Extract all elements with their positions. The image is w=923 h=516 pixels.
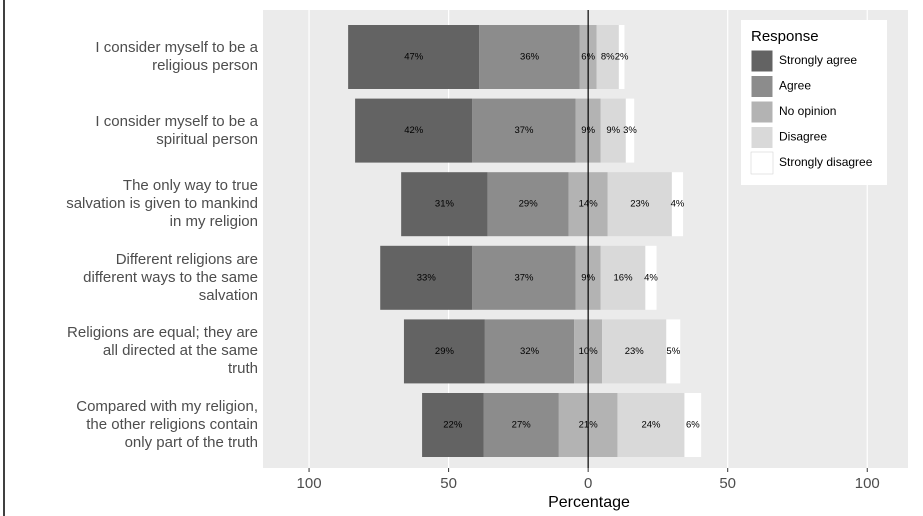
value-label: 37%: [514, 125, 534, 136]
bar-segment: [401, 172, 488, 237]
legend-label: Disagree: [779, 130, 827, 144]
value-label: 16%: [614, 272, 634, 283]
legend-swatch: [750, 151, 774, 175]
bar-segment: [484, 319, 575, 384]
legend-label: No opinion: [779, 104, 836, 118]
bar-segment: [403, 319, 485, 384]
y-tick-label: I consider myself to be a religious pers…: [95, 39, 258, 74]
legend-swatch-outline: [750, 151, 774, 175]
bar-segment: [617, 393, 685, 457]
legend-swatch: [750, 126, 774, 149]
bar-segment: [600, 98, 626, 163]
bar-segment: [618, 25, 625, 89]
legend-label: Strongly disagree: [779, 155, 873, 169]
x-tick-label: 50: [440, 475, 457, 492]
bar-segment: [487, 172, 569, 237]
x-axis-title: Percentage: [548, 494, 630, 511]
value-label: 23%: [625, 346, 645, 357]
x-tick-label: 0: [584, 475, 592, 492]
value-label: 8%: [601, 52, 615, 63]
bar-segment: [666, 319, 681, 384]
y-tick-label: The only way to true salvation is given …: [66, 177, 258, 231]
bar-segment: [607, 172, 672, 237]
value-label: 33%: [417, 272, 437, 283]
bar-segment: [600, 245, 646, 310]
value-label: 5%: [666, 346, 680, 357]
bar-segment: [472, 245, 576, 310]
value-label: 27%: [512, 420, 532, 431]
value-label: 42%: [404, 125, 424, 136]
value-label: 23%: [630, 199, 650, 210]
legend-swatch: [750, 49, 774, 73]
bar-segment: [472, 98, 576, 163]
bar-segment: [422, 393, 484, 457]
value-label: 6%: [686, 420, 700, 431]
value-label: 9%: [606, 125, 620, 136]
x-tick-label: 50: [719, 475, 736, 492]
legend-label: Agree: [779, 79, 811, 93]
y-tick-label: Compared with my religion, the other rel…: [76, 398, 258, 451]
value-label: 4%: [644, 272, 658, 283]
bar-segment: [602, 319, 667, 384]
bar-segment: [671, 172, 684, 237]
value-label: 36%: [520, 52, 540, 63]
legend-title: Response: [751, 28, 819, 45]
value-label: 31%: [435, 199, 455, 210]
value-label: 4%: [671, 199, 685, 210]
bar-segment: [596, 25, 619, 89]
bar-segment: [355, 98, 473, 163]
bar-segment: [380, 245, 473, 310]
y-tick-label: Religions are equal; they are all direct…: [67, 324, 258, 378]
value-label: 37%: [514, 272, 534, 283]
legend-swatch: [750, 100, 774, 124]
value-label: 32%: [520, 346, 540, 357]
bar-segment: [348, 25, 480, 89]
value-label: 22%: [443, 420, 463, 431]
value-label: 3%: [623, 125, 637, 136]
bar-segment: [625, 98, 635, 163]
x-tick-label: 100: [297, 475, 322, 492]
bar-segment: [684, 393, 702, 457]
value-label: 47%: [404, 52, 424, 63]
value-label: 29%: [435, 346, 455, 357]
bar-segment: [479, 25, 580, 89]
legend-swatch: [750, 75, 774, 98]
value-label: 29%: [519, 199, 539, 210]
y-tick-label: I consider myself to be a spiritual pers…: [95, 112, 258, 148]
value-label: 2%: [615, 52, 629, 63]
bar-segment: [483, 393, 559, 457]
bar-segment: [645, 245, 657, 310]
x-tick-label: 100: [855, 475, 880, 492]
legend-label: Strongly agree: [779, 53, 857, 67]
y-tick-label: Different religions are different ways t…: [83, 250, 258, 304]
value-label: 24%: [641, 420, 661, 431]
